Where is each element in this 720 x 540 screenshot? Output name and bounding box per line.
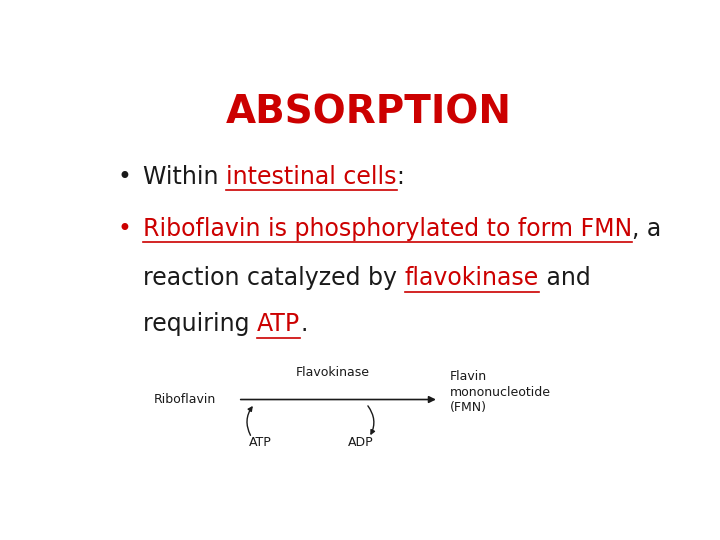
Text: •: • <box>118 217 132 240</box>
Text: mononucleotide: mononucleotide <box>450 386 551 399</box>
Text: intestinal cells: intestinal cells <box>226 165 397 188</box>
Text: ABSORPTION: ABSORPTION <box>226 94 512 132</box>
Text: flavokinase: flavokinase <box>405 266 539 291</box>
Text: .: . <box>300 312 307 336</box>
Text: ATP: ATP <box>257 312 300 336</box>
Text: ATP: ATP <box>249 436 271 449</box>
Text: Riboflavin: Riboflavin <box>154 393 217 406</box>
Text: reaction catalyzed by: reaction catalyzed by <box>143 266 405 291</box>
Text: requiring: requiring <box>143 312 257 336</box>
Text: Riboflavin is phosphorylated to form FMN: Riboflavin is phosphorylated to form FMN <box>143 217 632 240</box>
Text: Flavokinase: Flavokinase <box>296 366 370 379</box>
Text: , a: , a <box>632 217 662 240</box>
Text: :: : <box>397 165 405 188</box>
Text: ADP: ADP <box>348 436 374 449</box>
Text: •: • <box>118 165 132 188</box>
Text: Flavin: Flavin <box>450 370 487 383</box>
Text: and: and <box>539 266 590 291</box>
Text: Within: Within <box>143 165 226 188</box>
Text: (FMN): (FMN) <box>450 401 487 414</box>
